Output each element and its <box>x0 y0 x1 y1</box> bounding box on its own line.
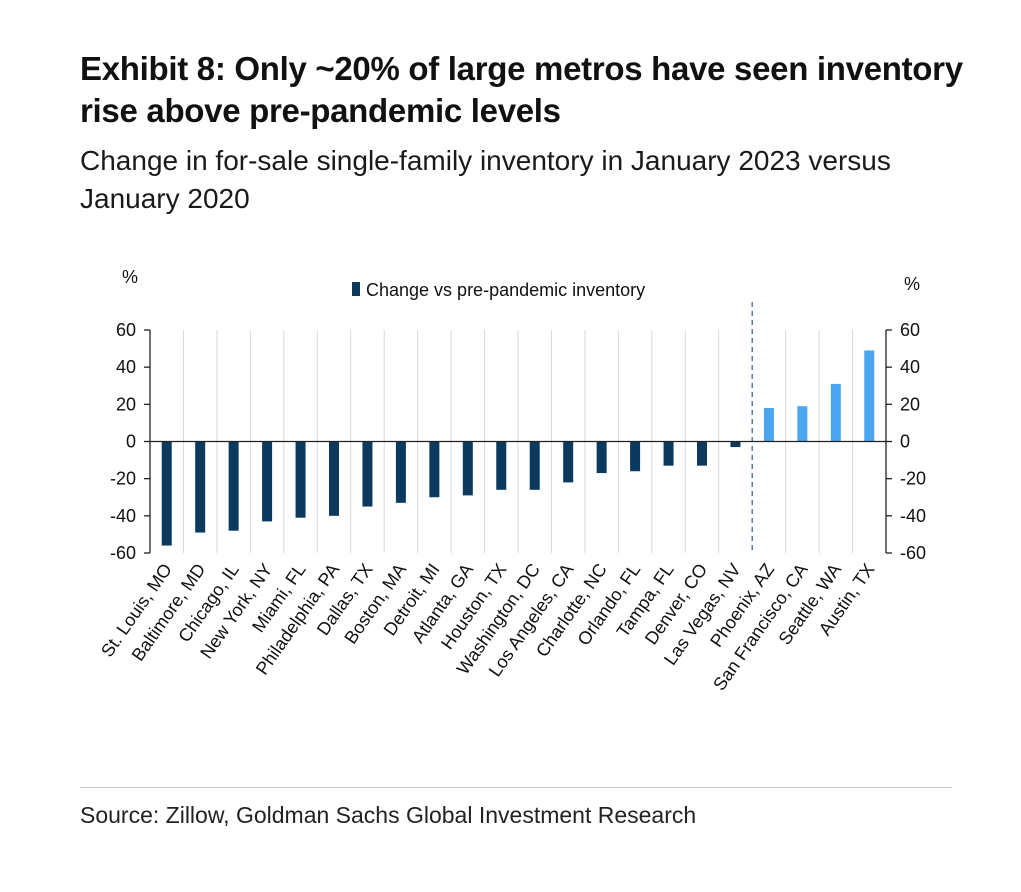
y-axis-unit-left: % <box>122 267 138 287</box>
bar-houston-tx <box>496 441 507 490</box>
bar-chicago-il <box>228 441 239 531</box>
y-tick-label-left: 60 <box>116 320 136 340</box>
source-note: Source: Zillow, Goldman Sachs Global Inv… <box>80 802 697 828</box>
bar-charlotte-nc <box>596 441 607 474</box>
y-tick-label-left: -20 <box>110 469 136 489</box>
source-divider <box>80 787 952 788</box>
bar-detroit-mi <box>429 441 440 498</box>
bar-miami-fl <box>295 441 306 518</box>
legend: Change vs pre-pandemic inventory <box>352 280 645 300</box>
bar-philadelphia-pa <box>329 441 339 516</box>
legend-label: Change vs pre-pandemic inventory <box>366 280 645 300</box>
y-tick-label-right: 60 <box>900 320 920 340</box>
y-tick-label-left: 20 <box>116 394 136 414</box>
grid-layer <box>182 302 854 553</box>
bar-atlanta-ga <box>462 441 473 496</box>
bar-seattle-wa <box>830 383 841 442</box>
axis-layer <box>144 329 892 554</box>
y-tick-label-right: -60 <box>900 543 926 563</box>
bar-denver-co <box>697 441 707 466</box>
bar-san-francisco-ca <box>797 406 808 442</box>
y-tick-label-left: -40 <box>110 506 136 526</box>
bar-orlando-fl <box>630 441 641 472</box>
y-tick-label-right: 40 <box>900 357 920 377</box>
y-tick-label-right: -40 <box>900 506 926 526</box>
bar-los-angeles-ca <box>563 441 574 483</box>
y-tick-label-left: -60 <box>110 543 136 563</box>
bar-phoenix-az <box>763 408 774 442</box>
bar-tampa-fl <box>663 441 674 466</box>
bar-layer <box>161 350 875 546</box>
bar-dallas-tx <box>362 441 373 507</box>
y-tick-label-right: 20 <box>900 394 920 414</box>
bar-las-vegas-nv <box>730 441 741 448</box>
legend-swatch <box>352 282 360 296</box>
bar-washington-dc <box>529 441 540 490</box>
bar-austin-tx <box>864 350 875 442</box>
y-tick-label-right: -20 <box>900 469 926 489</box>
bar-baltimore-md <box>195 441 206 533</box>
exhibit-title: Exhibit 8: Only ~20% of large metros hav… <box>80 50 963 129</box>
bar-boston-ma <box>395 441 406 503</box>
y-tick-label-left: 0 <box>126 432 136 452</box>
y-axis-unit-right: % <box>904 274 920 294</box>
bar-st-louis-mo <box>161 441 172 546</box>
y-tick-label-right: 0 <box>900 432 910 452</box>
bar-new-york-ny <box>262 441 273 522</box>
y-tick-label-left: 40 <box>116 357 136 377</box>
exhibit-subtitle: Change in for-sale single-family invento… <box>80 145 891 214</box>
